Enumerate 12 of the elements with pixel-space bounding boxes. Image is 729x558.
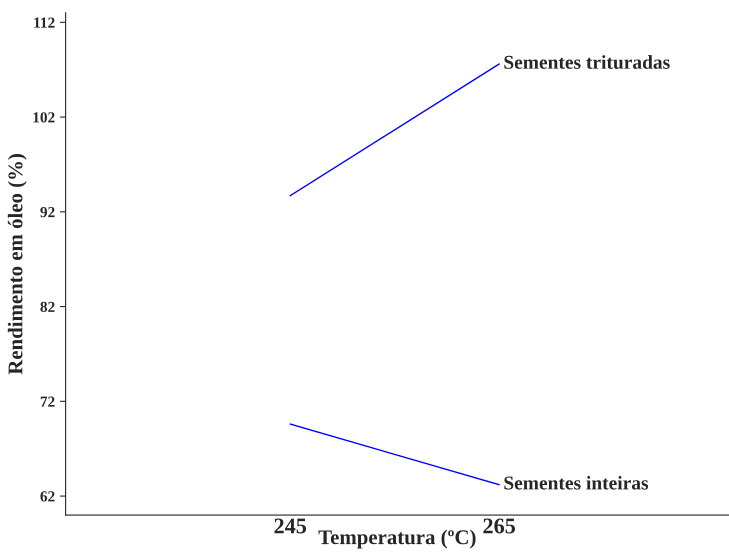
y-tick-label: 62 [40, 491, 55, 502]
series-label: Sementes inteiras [504, 476, 648, 490]
y-axis-title: Rendimento em óleo (%) [8, 154, 27, 374]
y-tick-label: 92 [40, 207, 55, 218]
x-tick-label: 265 [483, 518, 516, 534]
series-label: Sementes trituradas [504, 55, 670, 69]
y-tick-label: 102 [34, 112, 55, 123]
x-axis-title: Temperatura (ºC) [318, 530, 476, 549]
x-tick-label: 245 [274, 518, 306, 534]
y-tick-label: 112 [34, 17, 55, 28]
y-tick-label: 72 [40, 396, 55, 407]
y-tick-label: 82 [40, 302, 55, 312]
